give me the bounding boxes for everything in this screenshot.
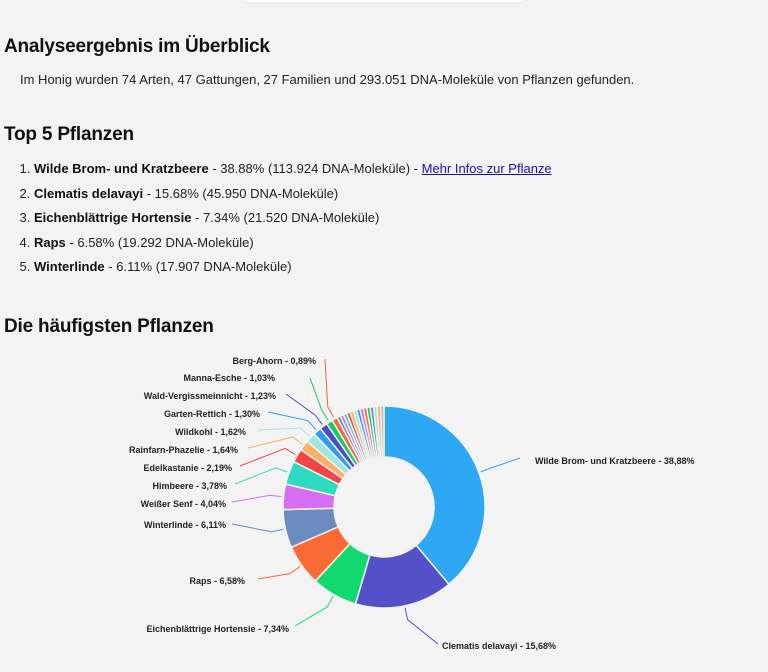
- plant-name: Wilde Brom- und Kratzbeere: [34, 161, 209, 176]
- callout-line: [294, 596, 334, 627]
- slice-label: Wildkohl - 1,62%: [175, 427, 246, 437]
- callout-line: [324, 358, 335, 418]
- callout-line: [480, 457, 521, 473]
- slice-label: Clematis delavayi - 15,68%: [442, 641, 556, 651]
- callout-line: [239, 447, 296, 467]
- plant-name: Clematis delavayi: [34, 185, 144, 201]
- slice-label: Garten-Rettich - 1,30%: [164, 409, 260, 419]
- slice-label: Himbeere - 3,78%: [152, 481, 227, 491]
- summary-text: Im Honig wurden 74 Arten, 47 Gattungen, …: [20, 72, 635, 87]
- top-bar: [245, 0, 525, 2]
- slice-label: Berg-Ahorn - 0,89%: [232, 356, 316, 366]
- plant-detail: - 38.88% (113.924 DNA-Moleküle): [208, 161, 411, 176]
- plant-name: Eichenblättrige Hortensie: [34, 210, 192, 225]
- separator: -: [410, 161, 422, 176]
- donut-chart: Wilde Brom- und Kratzbeere - 38,88% Clema…: [129, 356, 695, 651]
- callout-line: [231, 494, 282, 503]
- slice-label: Rainfarn-Phazelie - 1,64%: [129, 445, 238, 455]
- callout-line: [231, 523, 284, 533]
- slice-label: Manna-Esche - 1,03%: [183, 373, 275, 383]
- top5-list: Wilde Brom- und Kratzbeere - 38.88% (113…: [0, 160, 552, 283]
- callout-line: [247, 436, 303, 449]
- callout-line: [267, 411, 317, 431]
- callout-line: [234, 467, 288, 485]
- list-item: Winterlinde - 6.11% (17.907 DNA-Moleküle…: [34, 258, 552, 283]
- list-item: Clematis delavayi - 15.68% (45.950 DNA-M…: [34, 185, 552, 210]
- plant-detail: - 15.68% (45.950 DNA-Moleküle): [143, 185, 339, 201]
- plant-name: Raps: [34, 234, 66, 250]
- callout-line: [257, 566, 301, 580]
- overview-heading: Analyseergebnis im Überblick: [4, 36, 270, 57]
- plant-name: Winterlinde: [34, 259, 105, 274]
- callout-line: [309, 377, 329, 421]
- callout-line: [257, 427, 310, 437]
- slice-label: Edelkastanie - 2,19%: [143, 463, 232, 473]
- slice-label: Wald-Vergissmeinnicht - 1,23%: [144, 391, 276, 401]
- chart-heading: Die häufigsten Pflanzen: [4, 316, 214, 337]
- list-item: Eichenblättrige Hortensie - 7.34% (21.52…: [34, 209, 552, 234]
- callout-line: [404, 607, 439, 645]
- top5-heading: Top 5 Pflanzen: [4, 124, 134, 145]
- slice-label: Eichenblättrige Hortensie - 7,34%: [146, 624, 289, 634]
- list-item: Wilde Brom- und Kratzbeere - 38.88% (113…: [34, 160, 552, 185]
- slice-label: Weißer Senf - 4,04%: [141, 499, 226, 509]
- donut-slice[interactable]: [379, 405, 385, 458]
- plant-detail: - 6.11% (17.907 DNA-Moleküle): [104, 259, 292, 274]
- plant-detail: - 7.34% (21.520 DNA-Moleküle): [191, 210, 380, 225]
- slice-label: Raps - 6,58%: [189, 576, 245, 586]
- plant-detail: - 6.58% (19.292 DNA-Moleküle): [65, 234, 254, 250]
- slice-label: Winterlinde - 6,11%: [144, 520, 226, 530]
- more-info-link[interactable]: Mehr Infos zur Pflanze: [421, 161, 552, 176]
- list-item: Raps - 6.58% (19.292 DNA-Moleküle): [34, 234, 552, 259]
- slice-label: Wilde Brom- und Kratzbeere - 38,88%: [535, 456, 694, 466]
- donut-slice[interactable]: [383, 405, 486, 586]
- callout-line: [285, 393, 323, 425]
